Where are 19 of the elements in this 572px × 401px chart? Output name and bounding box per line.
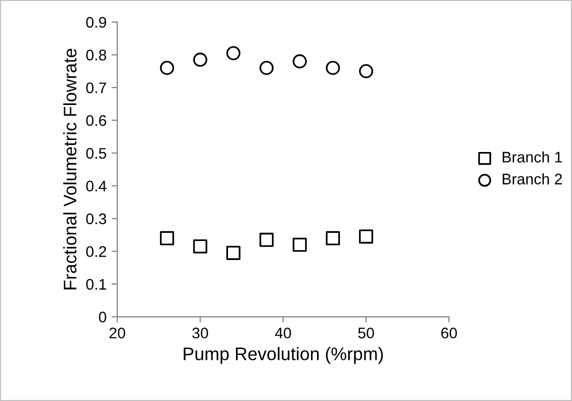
x-tick-label: 30: [192, 328, 208, 338]
x-tick-label: 60: [441, 328, 457, 338]
y-tick-label: 0.7: [86, 82, 106, 94]
y-tick-label: 0: [98, 312, 106, 322]
y-tick-label: 0.6: [86, 115, 106, 126]
y-tick-label: 0.2: [86, 246, 106, 257]
y-tick-label: 0.4: [86, 180, 106, 192]
y-tick-label: 0.3: [86, 213, 106, 224]
y-tick-label: 0.9: [86, 16, 106, 28]
x-tick-label: 20: [110, 328, 126, 338]
legend-label: Branch 1: [502, 151, 562, 163]
x-tick-label: 50: [358, 328, 374, 338]
y-tick-label: 0.5: [86, 148, 106, 159]
y-tick-label: 0.8: [86, 50, 106, 60]
y-axis-title: Fractional Volumetric Flowrate: [63, 48, 76, 290]
legend-label: Branch 2: [502, 173, 562, 184]
y-tick-label: 0.1: [86, 278, 106, 290]
x-tick-label: 40: [274, 328, 292, 338]
x-axis-title: Pump Revolution (%rpm): [184, 347, 383, 364]
